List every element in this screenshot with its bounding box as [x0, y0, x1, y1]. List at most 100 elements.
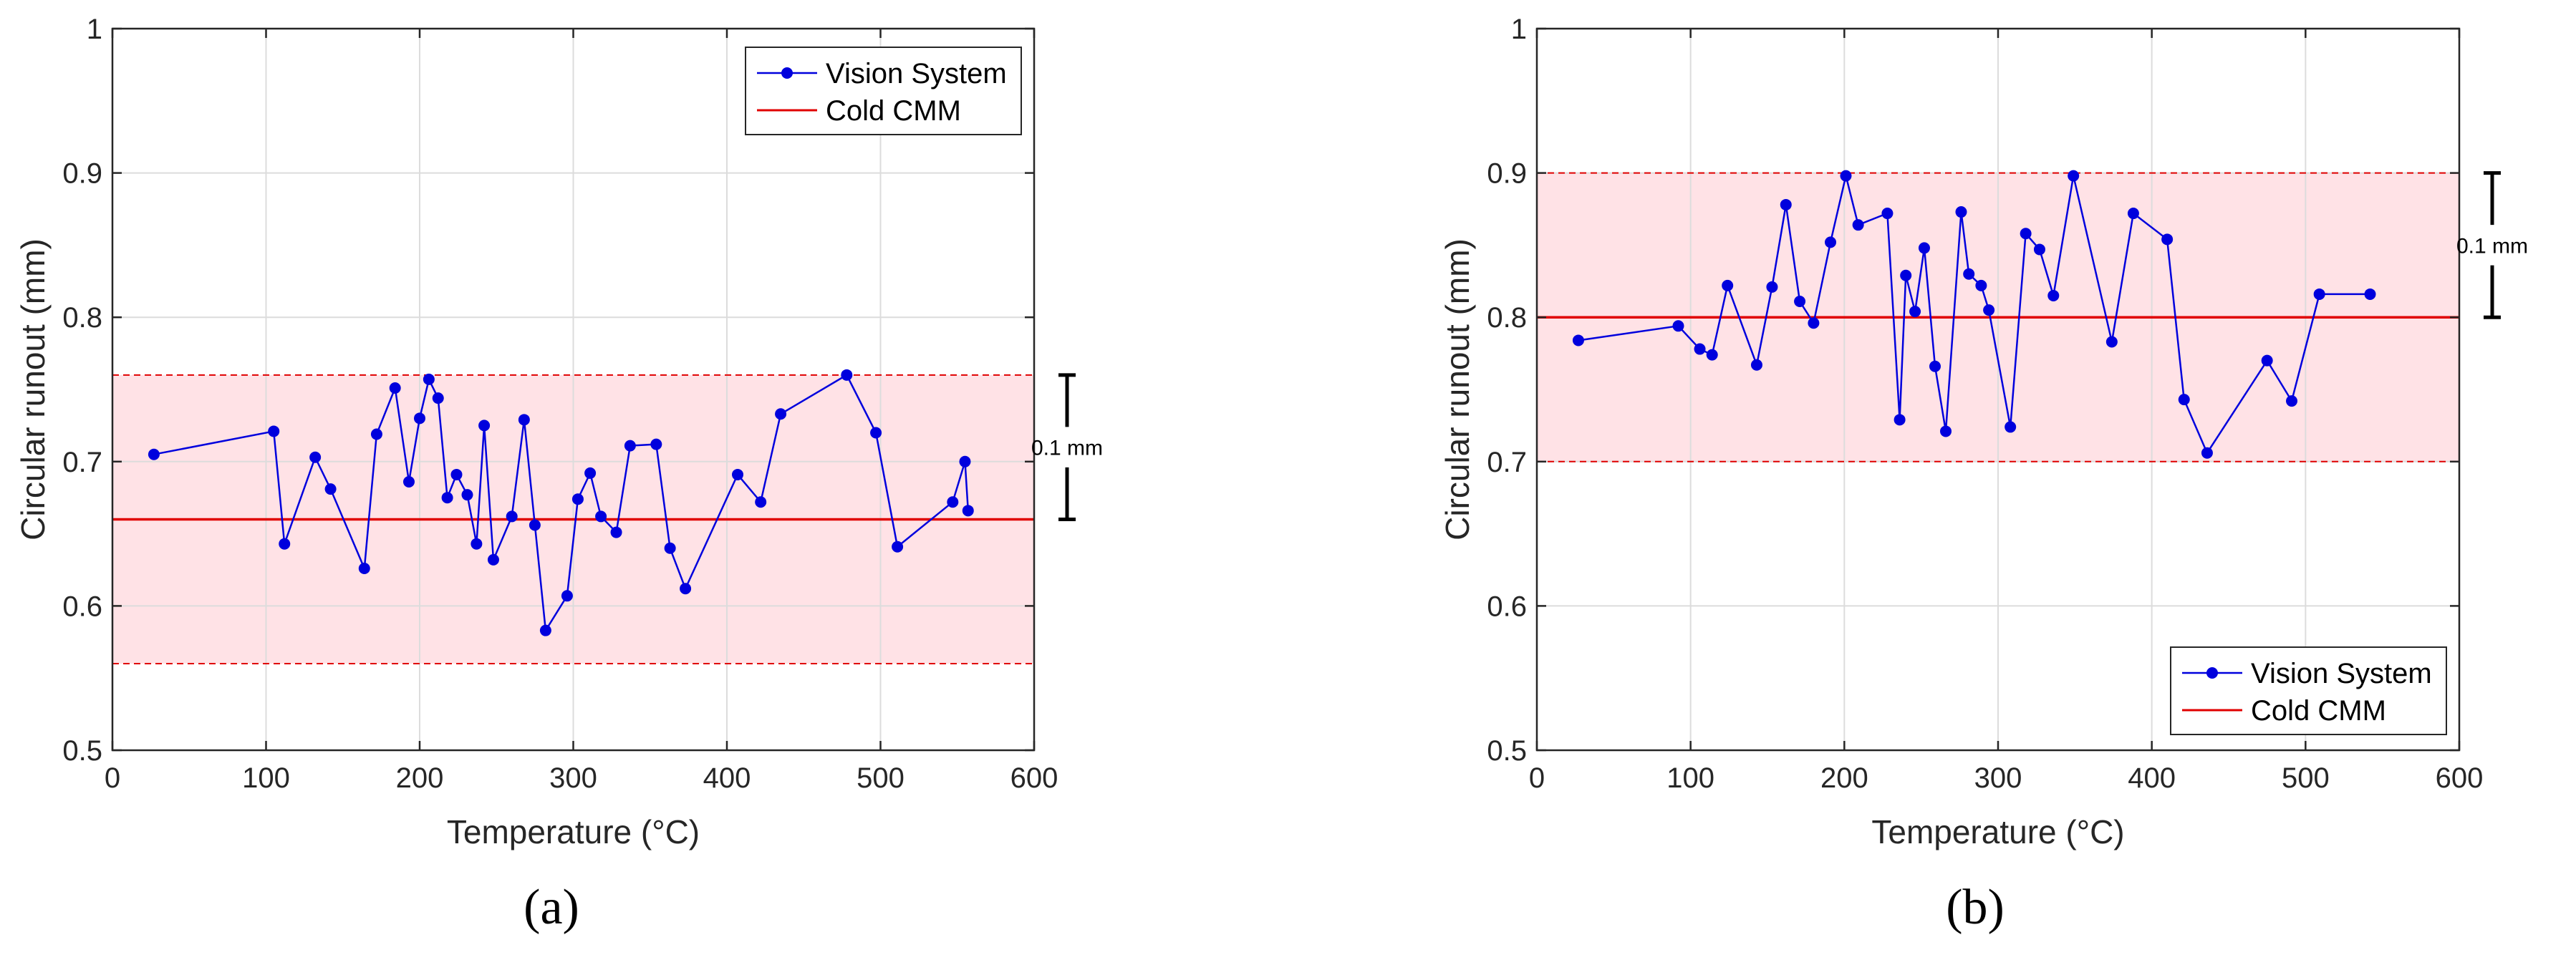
x-tick-label: 500 — [857, 762, 905, 794]
legend-box — [745, 47, 1022, 135]
y-tick-label: 0.9 — [62, 158, 102, 190]
y-tick-label: 0.8 — [1487, 302, 1527, 334]
data-point — [1694, 343, 1706, 355]
data-point — [1706, 349, 1718, 361]
data-point — [755, 496, 767, 508]
data-point — [561, 590, 573, 602]
x-tick-label: 0 — [105, 762, 120, 794]
data-point — [2005, 421, 2017, 433]
data-point — [1909, 306, 1921, 318]
data-point — [947, 496, 959, 508]
data-point — [1983, 304, 1995, 316]
annotation-label: 0.1 mm — [1031, 437, 1103, 460]
data-point — [732, 468, 744, 480]
x-tick-label: 200 — [396, 762, 444, 794]
data-point — [2201, 447, 2213, 459]
data-point — [2105, 336, 2118, 348]
data-point — [1881, 208, 1894, 220]
data-point — [487, 553, 499, 566]
legend-label-cold-cmm: Cold CMM — [826, 95, 961, 127]
x-tick-label: 500 — [2282, 762, 2330, 794]
data-point — [2178, 394, 2190, 406]
legend-marker-vision-system — [781, 67, 793, 79]
data-point — [1825, 236, 1837, 248]
data-point — [148, 448, 160, 460]
data-point — [370, 428, 382, 440]
data-point — [959, 455, 971, 467]
data-point — [571, 493, 584, 505]
y-tick-label: 1 — [87, 14, 102, 45]
data-point — [1722, 279, 1734, 291]
data-point — [1794, 296, 1806, 308]
x-axis-label: Temperature (°C) — [447, 813, 700, 850]
y-tick-label: 1 — [1511, 14, 1527, 45]
data-point — [450, 468, 463, 480]
data-point — [624, 440, 636, 452]
data-point — [1780, 198, 1792, 210]
x-tick-label: 400 — [703, 762, 751, 794]
x-tick-label: 600 — [1010, 762, 1058, 794]
data-point — [1918, 242, 1930, 254]
y-axis-label: Circular runout (mm) — [1439, 238, 1476, 540]
data-point — [1840, 170, 1852, 182]
data-point — [471, 538, 483, 550]
data-point — [2313, 288, 2325, 300]
data-point — [518, 414, 530, 426]
x-tick-label: 300 — [1974, 762, 2022, 794]
data-point — [595, 510, 607, 523]
data-point — [962, 505, 974, 517]
data-point — [423, 373, 435, 385]
data-point — [1808, 317, 1820, 329]
y-tick-label: 0.6 — [1487, 591, 1527, 622]
data-point — [1975, 279, 1987, 291]
data-point — [1900, 269, 1912, 281]
legend-label-cold-cmm: Cold CMM — [2251, 695, 2386, 727]
y-tick-label: 0.8 — [62, 302, 102, 334]
data-point — [432, 392, 444, 404]
data-point — [441, 492, 453, 504]
legend-label-vision-system: Vision System — [826, 58, 1007, 89]
x-tick-label: 100 — [242, 762, 290, 794]
data-point — [506, 510, 518, 523]
x-axis-label: Temperature (°C) — [1871, 813, 2124, 850]
data-point — [1852, 219, 1864, 231]
data-point — [309, 451, 322, 463]
data-point — [1963, 268, 1975, 280]
y-tick-label: 0.6 — [62, 591, 102, 622]
x-tick-label: 100 — [1666, 762, 1714, 794]
data-point — [1672, 320, 1684, 332]
data-point — [775, 408, 787, 420]
y-tick-label: 0.7 — [62, 447, 102, 478]
data-point — [1955, 206, 1967, 218]
panel-b: 0 100 200 300 400 500 600 0.5 0.6 0.7 0.8 0.9 1 Tempe… — [1439, 14, 2528, 850]
data-point — [2161, 233, 2174, 246]
data-point — [1572, 334, 1584, 346]
data-point — [1750, 359, 1762, 371]
legend-marker-vision-system — [2206, 667, 2218, 679]
legend-box — [2170, 646, 2447, 735]
data-point — [324, 483, 337, 495]
series-line-vision-system — [1578, 175, 2370, 455]
x-tick-label: 600 — [2436, 762, 2484, 794]
data-point — [2047, 289, 2060, 301]
data-point — [1894, 414, 1906, 426]
y-axis-label: Circular runout (mm) — [14, 238, 52, 540]
legend-label-vision-system: Vision System — [2251, 658, 2432, 689]
panel-caption-a: (a) — [524, 880, 579, 935]
y-tick-label: 0.5 — [62, 735, 102, 767]
data-point — [2261, 354, 2273, 367]
data-point — [389, 382, 401, 394]
data-point — [478, 420, 491, 432]
data-point — [870, 427, 882, 439]
data-point — [2286, 395, 2298, 407]
data-point — [414, 412, 425, 425]
data-point — [1929, 360, 1941, 372]
data-point — [680, 583, 692, 595]
panel-a: 0 100 200 300 400 500 600 0.5 0.6 0.7 0.8 0.9 1 Tempe… — [14, 14, 1103, 850]
y-tick-label: 0.5 — [1487, 735, 1527, 767]
data-point — [1940, 425, 1952, 437]
data-point — [1766, 281, 1778, 293]
data-point — [2364, 288, 2376, 300]
data-point — [461, 489, 473, 501]
